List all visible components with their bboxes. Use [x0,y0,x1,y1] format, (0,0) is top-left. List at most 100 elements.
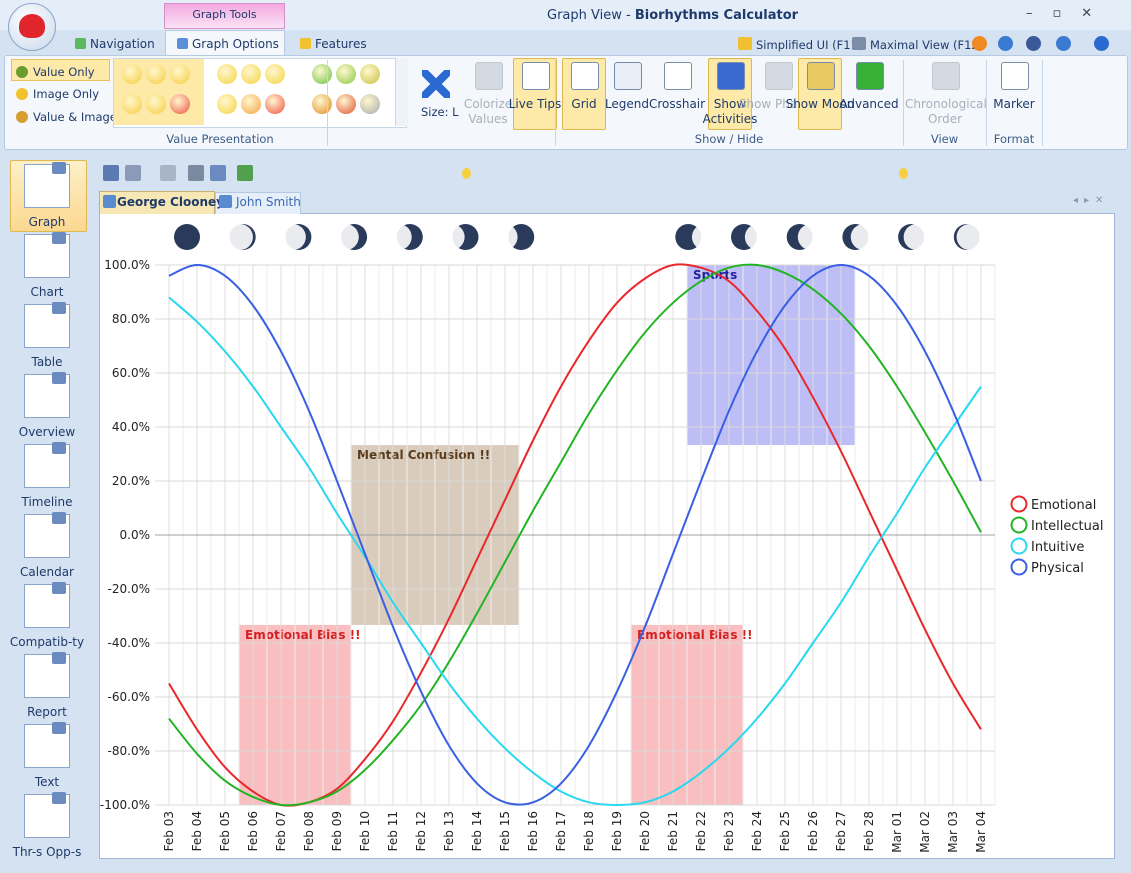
value-mode[interactable]: Image Only [33,87,100,101]
toolbar-icon[interactable] [1094,36,1109,51]
button-icon [664,62,692,90]
sidebar-label[interactable]: Chart [30,285,64,299]
doc-toolbar-icon[interactable] [210,165,226,181]
x-tick-label: Feb 03 [162,811,176,851]
quick-link[interactable]: Simplified UI (F11) [756,38,863,52]
ribbon-button[interactable]: Colorize Values [463,97,513,126]
ribbon-tab[interactable]: Features [315,37,367,51]
emoji-icon[interactable] [217,94,237,114]
moon-shade [744,224,771,250]
ribbon-button[interactable]: Marker [993,97,1035,111]
window-controls[interactable]: –▫✕ [1026,6,1113,21]
x-tick-label: Feb 09 [330,811,344,851]
ribbon-button[interactable]: Show Activities [702,97,758,126]
emoji-icon[interactable] [122,64,142,84]
emoji-icon[interactable] [170,94,190,114]
window-title: Graph View - Biorhythms Calculator [547,8,798,23]
ribbon-button[interactable]: Chronological Order [905,97,987,126]
sidebar-icon-badge [52,722,66,734]
x-tick-label: Feb 04 [190,811,204,851]
emoji-icon[interactable] [336,64,356,84]
quick-link[interactable]: Maximal View (F12) [870,38,984,52]
ribbon-button[interactable]: Crosshair [648,97,706,111]
emoji-icon[interactable] [241,64,261,84]
size-label[interactable]: Size: L [421,105,459,119]
moon-shade [956,224,983,250]
annotation-label: Emotional Bias !! [245,628,361,642]
ribbon-button[interactable]: Live Tips [508,97,562,111]
button-icon [932,62,960,90]
emoji-icon[interactable] [336,94,356,114]
size-icon[interactable] [422,70,450,98]
sidebar-label[interactable]: Timeline [21,495,73,509]
legend-marker [1010,495,1028,513]
value-mode[interactable]: Value & Image [33,110,117,124]
moon-shade [691,224,718,250]
emoji-icon[interactable] [241,94,261,114]
sidebar-label[interactable]: Table [31,355,63,369]
ribbon-group-label: Value Presentation [166,132,274,146]
emoji-icon[interactable] [265,64,285,84]
x-tick-label: Feb 06 [246,811,260,851]
sidebar-label[interactable]: Compatib-ty [9,635,85,649]
context-tab-bg [164,3,285,29]
x-tick-label: Mar 03 [946,811,960,853]
sidebar-label[interactable]: Graph [28,215,66,229]
ribbon-button[interactable]: Show Moon [785,97,855,111]
x-tick-label: Feb 11 [386,811,400,851]
legend-label: Physical [1031,561,1084,576]
mode-selected [11,59,110,81]
doc-tab-active [99,191,215,214]
emoji-icon[interactable] [122,94,142,114]
ribbon-button[interactable]: Legend [604,97,650,111]
emoji-icon[interactable] [265,94,285,114]
sidebar-label[interactable]: Thr-s Opp-s [12,845,82,859]
x-tick-label: Feb 12 [414,811,428,851]
doc-toolbar-icon[interactable] [125,165,141,181]
y-tick-label: -100.0% [100,798,150,812]
doc-tab[interactable]: John Smith [236,195,301,209]
app-button[interactable] [8,3,56,51]
sidebar-icon-badge [52,442,66,454]
ribbon-tab[interactable]: Navigation [90,37,155,51]
doc-tab-bg [215,192,301,214]
series-line [168,296,982,807]
x-tick-label: Feb 14 [470,811,484,851]
emoji-icon[interactable] [312,64,332,84]
toolbar-icon[interactable] [998,36,1013,51]
sidebar-label[interactable]: Calendar [20,565,74,579]
toolbar-icon[interactable] [972,36,987,51]
emoji-icon[interactable] [146,94,166,114]
ribbon-button[interactable]: Advanced [839,97,899,111]
emoji-icon[interactable] [217,64,237,84]
ribbon-button[interactable]: Show Phases [738,97,818,111]
sidebar-icon-badge [52,372,66,384]
legend-marker [1010,558,1028,576]
sidebar-label[interactable]: Report [27,705,67,719]
button-icon [571,62,599,90]
tab-nav[interactable]: ◂▸✕ [1073,195,1110,206]
emoji-icon[interactable] [312,94,332,114]
sidebar-label[interactable]: Text [34,775,60,789]
doc-tab[interactable]: George Clooney [117,195,224,209]
doc-toolbar-icon[interactable] [188,165,204,181]
sidebar-icon-badge [52,792,66,804]
toolbar-icon[interactable] [1056,36,1071,51]
legend-label: Emotional [1031,498,1096,513]
toolbar-icon[interactable] [1026,36,1041,51]
mode-icon [16,111,28,123]
sidebar-label[interactable]: Overview [18,425,76,439]
doc-toolbar-icon[interactable] [103,165,119,181]
doc-toolbar-icon[interactable] [237,165,253,181]
emoji-icon[interactable] [360,94,380,114]
value-mode[interactable]: Value Only [33,65,95,79]
moon-shade [850,224,877,250]
emoji-icon[interactable] [360,64,380,84]
emoji-icon[interactable] [146,64,166,84]
emoji-icon[interactable] [170,64,190,84]
doc-toolbar-icon[interactable] [160,165,176,181]
mode-icon [16,66,28,78]
ribbon-tab[interactable]: Graph Options [192,37,279,51]
button-icon [1001,62,1029,90]
ribbon-button[interactable]: Grid [571,97,597,111]
